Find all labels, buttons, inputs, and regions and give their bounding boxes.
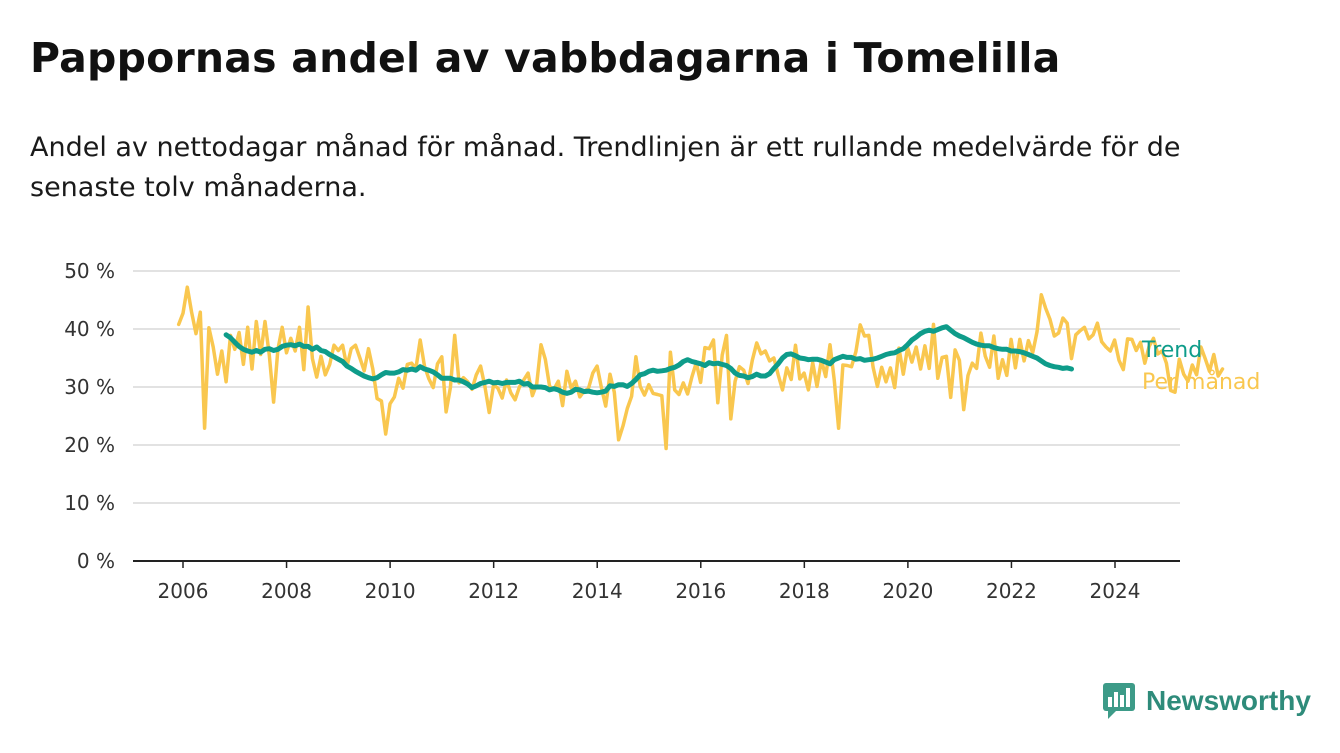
x-tick-label: 2006: [158, 579, 209, 603]
newsworthy-logo-icon: [1103, 683, 1135, 719]
x-tick-label: 2016: [675, 579, 726, 603]
y-tick-label: 20 %: [64, 433, 115, 457]
line-chart: 0 % 10 % 20 % 30 % 40 % 50 % 2006 2008 2010 2012…: [64, 259, 1260, 603]
x-tick-label: 2010: [365, 579, 416, 603]
x-tick-label: 2020: [882, 579, 933, 603]
series-lines: [176, 285, 1225, 451]
series-line-trend: [223, 324, 1074, 396]
newsworthy-logo: Newsworthy: [1102, 682, 1311, 720]
x-tick-label: 2022: [986, 579, 1037, 603]
y-tick-label: 50 %: [64, 259, 115, 283]
x-tick-label: 2014: [572, 579, 623, 603]
x-tick-label: 2008: [261, 579, 312, 603]
x-tick-label: 2012: [468, 579, 519, 603]
series-label-trend: Trend: [1141, 338, 1202, 363]
chart-subtitle: Andel av nettodagar månad för månad. Tre…: [30, 132, 1181, 203]
y-tick-label: 30 %: [64, 375, 115, 399]
series-label-per-manad: Per månad: [1142, 369, 1260, 395]
newsworthy-logo-text: Newsworthy: [1146, 685, 1311, 716]
y-tick-label: 10 %: [64, 491, 115, 515]
series-labels: Per månad Trend: [1141, 338, 1260, 395]
series-line-per-manad: [176, 285, 1225, 451]
x-tick-label: 2024: [1090, 579, 1141, 603]
grid-lines: [133, 270, 1180, 504]
x-axis: 2006 2008 2010 2012 2014 2016 2018 2020 2022 2024: [133, 560, 1180, 603]
x-tick-label: 2018: [779, 579, 830, 603]
y-tick-label: 40 %: [64, 317, 115, 341]
chart-title: Pappornas andel av vabbdagarna i Tomelil…: [30, 34, 1061, 82]
y-tick-label: 0 %: [77, 549, 115, 573]
y-axis-ticks: 0 % 10 % 20 % 30 % 40 % 50 %: [64, 259, 115, 573]
